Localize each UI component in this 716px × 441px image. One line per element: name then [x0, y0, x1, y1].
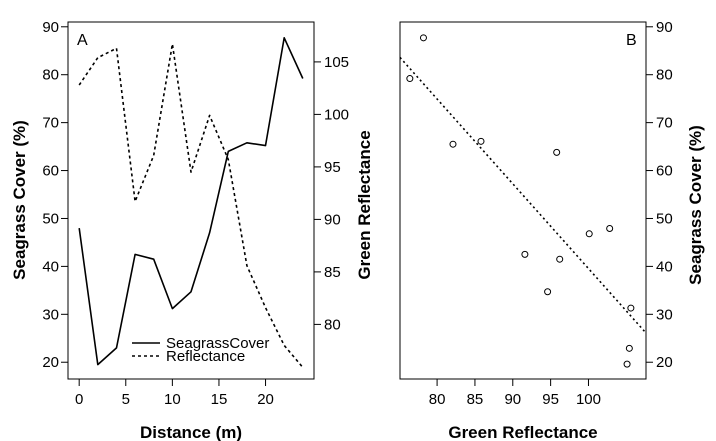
- panel-a-left-y-axis: 20 30 40 50 60 70 80 90: [42, 19, 68, 371]
- y-tick-label: 80: [42, 67, 59, 84]
- panel-a-legend: SeagrassCover Reflectance: [132, 335, 269, 365]
- panel-a-x-axis-title: Distance (m): [140, 423, 242, 441]
- panel-a-right-y-axis: 80 85 90 95 100 105: [314, 54, 349, 333]
- panel-b-scatter-chart: B 80 85 90 95 100 20 30 40 50 60 70 80 90 Green Ref…: [399, 19, 705, 441]
- y2-tick-label: 85: [324, 264, 341, 281]
- x-tick-label: 10: [164, 391, 181, 408]
- data-point: [556, 255, 564, 263]
- x-tick-label: 5: [122, 391, 130, 408]
- y2-tick-label: 90: [324, 211, 341, 228]
- panel-b-label: B: [626, 32, 637, 49]
- panel-b-x-axis: 80 85 90 95 100: [429, 379, 601, 408]
- data-point: [606, 225, 614, 233]
- panel-a-y-axis-title: Seagrass Cover (%): [10, 120, 29, 280]
- series-line-reflectance: [78, 43, 304, 368]
- y-tick-label: 30: [656, 306, 673, 323]
- y-tick-label: 90: [42, 19, 59, 36]
- data-point: [477, 137, 485, 145]
- y2-tick-label: 80: [324, 316, 341, 333]
- legend-label-reflectance: Reflectance: [166, 348, 245, 365]
- x-tick-label: 80: [429, 391, 446, 408]
- y-tick-label: 60: [42, 163, 59, 180]
- data-point: [544, 288, 552, 296]
- y2-tick-label: 95: [324, 159, 341, 176]
- y-tick-label: 30: [42, 306, 59, 323]
- y-tick-label: 70: [42, 115, 59, 132]
- panel-a-series: [78, 36, 304, 368]
- panel-a-label: A: [77, 32, 88, 49]
- y-tick-label: 60: [656, 163, 673, 180]
- data-point: [627, 304, 635, 312]
- panel-a-distance-chart: A 0 5 10 15 20 20 30 40 50 60 70 80 90 80 85 90 95 100 1…: [10, 19, 374, 441]
- y-tick-label: 40: [656, 258, 673, 275]
- x-tick-label: 0: [75, 391, 83, 408]
- data-point: [406, 75, 414, 83]
- legend-label-seagrasscover: SeagrassCover: [166, 335, 269, 352]
- y-tick-label: 80: [656, 67, 673, 84]
- y-tick-label: 50: [42, 210, 59, 227]
- x-tick-label: 95: [542, 391, 559, 408]
- data-point: [585, 230, 593, 238]
- panel-b-right-y-axis: 20 30 40 50 60 70 80 90: [646, 19, 673, 371]
- x-tick-label: 20: [257, 391, 274, 408]
- panel-b-plot-frame: [399, 21, 647, 380]
- fit-line: [399, 56, 647, 334]
- data-point: [623, 360, 631, 368]
- data-point: [419, 34, 427, 42]
- y-tick-label: 50: [656, 210, 673, 227]
- y-tick-label: 20: [42, 354, 59, 371]
- y-tick-label: 90: [656, 19, 673, 36]
- panel-b-x-axis-title: Green Reflectance: [448, 423, 597, 441]
- panel-a-x-axis: 0 5 10 15 20: [75, 379, 274, 408]
- panel-b-y-axis-title: Seagrass Cover (%): [686, 125, 705, 285]
- y-tick-label: 40: [42, 258, 59, 275]
- y-tick-label: 70: [656, 115, 673, 132]
- y-tick-label: 20: [656, 354, 673, 371]
- panel-a-y2-axis-title: Green Reflectance: [355, 130, 374, 279]
- x-tick-label: 15: [211, 391, 228, 408]
- panel-b-points: [406, 34, 635, 368]
- panel-a-plot-frame: [67, 21, 315, 380]
- series-line-seagrasscover: [78, 36, 304, 366]
- data-point: [449, 140, 457, 148]
- x-tick-label: 85: [467, 391, 484, 408]
- y2-tick-label: 105: [324, 54, 349, 71]
- data-point: [625, 344, 633, 352]
- panel-b-fit-line: [399, 56, 647, 334]
- data-point: [521, 250, 529, 258]
- data-point: [553, 148, 561, 156]
- x-tick-label: 100: [576, 391, 601, 408]
- y2-tick-label: 100: [324, 106, 349, 123]
- x-tick-label: 90: [504, 391, 521, 408]
